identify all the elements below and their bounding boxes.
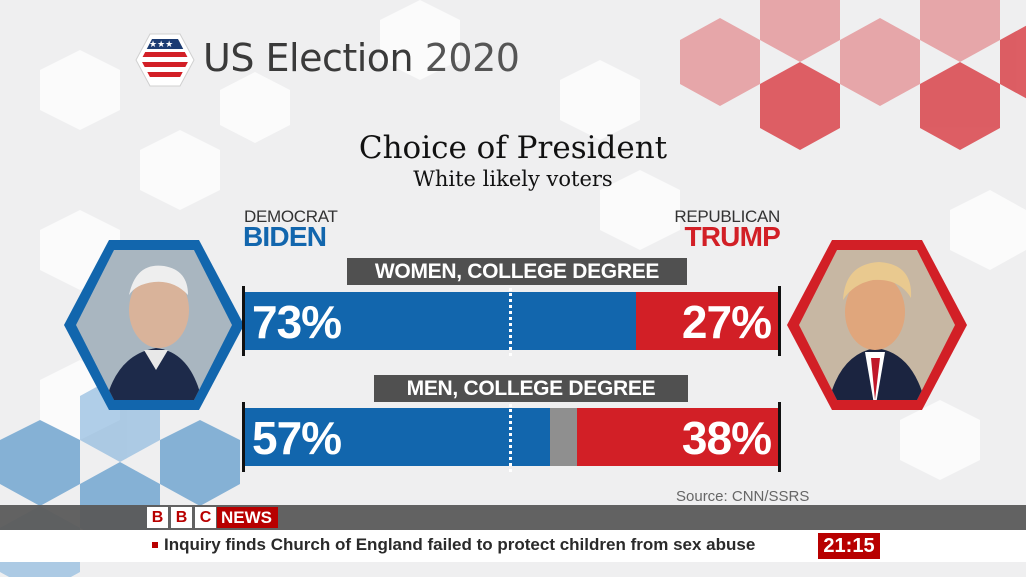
data-label-biden-women: 73% — [252, 296, 342, 348]
source-credit: Source: CNN/SSRS — [676, 488, 810, 505]
broadcast-clock: 21:15 — [818, 533, 880, 559]
democrat-party-label: DEMOCRAT — [244, 207, 338, 226]
us-flag-hexagon-icon: ★★★ — [135, 30, 195, 90]
chart-title: Choice of President — [358, 130, 668, 166]
midpoint-line-men — [509, 404, 512, 472]
axis-tick-right-men — [778, 402, 781, 472]
news-channel-label: NEWS — [217, 507, 278, 528]
data-label-trump-women: 27% — [681, 296, 772, 348]
bar-women-college: 73% 27% — [244, 292, 781, 350]
bar-segment-trump-men — [576, 408, 781, 466]
bar-segment-biden-women — [244, 292, 636, 350]
axis-tick-left-men — [242, 402, 245, 472]
biden-name-label: BIDEN — [243, 221, 327, 252]
bbc-logo-letter: B — [147, 507, 168, 528]
axis-tick-right-women — [778, 286, 781, 356]
category-label-men: MEN, COLLEGE DEGREE — [374, 375, 688, 402]
bar-segment-biden-men — [244, 408, 551, 466]
bar-segment-other-men — [550, 408, 577, 466]
bar-men-college: 57% 38% — [244, 408, 781, 466]
bbc-logo-letter: B — [171, 507, 192, 528]
bbc-logo-letter: C — [195, 507, 216, 528]
program-brand: US Election — [203, 36, 414, 80]
chart-subtitle: White likely voters — [413, 167, 613, 191]
data-label-biden-men: 57% — [252, 412, 342, 464]
ticker-headline: Inquiry finds Church of England failed t… — [164, 535, 756, 554]
bar-segment-trump-women — [636, 292, 781, 350]
axis-tick-left-women — [242, 286, 245, 356]
republican-party-label: REPUBLICAN — [674, 207, 780, 226]
trump-name-label: TRUMP — [684, 221, 780, 252]
ticker-bullet-icon — [152, 542, 158, 548]
program-title: US Election 2020 — [203, 36, 520, 80]
program-year: 2020 — [424, 36, 520, 80]
data-label-trump-men: 38% — [681, 412, 772, 464]
category-label-women: WOMEN, COLLEGE DEGREE — [347, 258, 687, 285]
biden-portrait-icon — [64, 240, 244, 410]
trump-portrait-icon — [787, 240, 967, 410]
midpoint-line-women — [509, 288, 512, 356]
svg-text:★★★: ★★★ — [149, 40, 173, 50]
bbc-logo: B B C — [147, 507, 216, 528]
